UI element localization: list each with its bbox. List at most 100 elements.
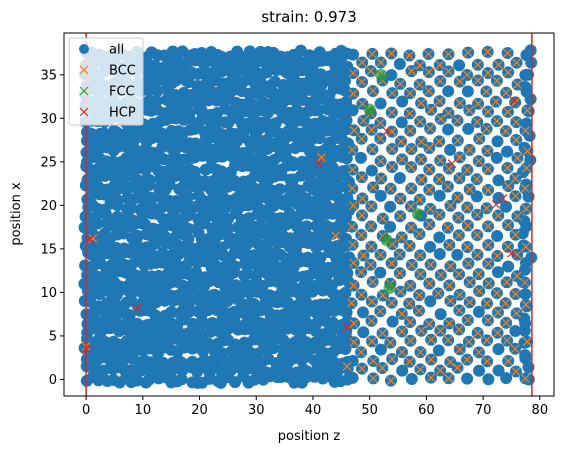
- atom-point: [384, 220, 397, 233]
- bcc-point: [357, 77, 367, 87]
- atom-point: [91, 217, 104, 230]
- bcc-point: [503, 242, 513, 252]
- atom-point: [340, 306, 353, 319]
- bcc-point: [435, 326, 445, 336]
- bcc-point: [406, 201, 416, 211]
- bcc-point: [444, 67, 453, 76]
- bcc-point: [367, 316, 376, 326]
- bcc-point: [415, 117, 425, 127]
- bcc-point: [347, 298, 356, 308]
- hcp-point: [314, 159, 324, 169]
- atom-point: [346, 371, 359, 384]
- bcc-point: [357, 193, 367, 203]
- bcc-point: [406, 184, 416, 193]
- series-bcc: [81, 47, 532, 386]
- bcc-point: [348, 201, 358, 210]
- atom-point: [157, 324, 170, 337]
- bcc-point: [521, 204, 531, 214]
- atom-point: [215, 127, 228, 140]
- bcc-point: [387, 108, 397, 117]
- atom-point: [228, 260, 241, 273]
- atom-point: [124, 181, 137, 194]
- bcc-point: [501, 126, 511, 136]
- bcc-point: [387, 298, 397, 308]
- fcc-point: [365, 105, 375, 115]
- bcc-point: [472, 117, 482, 127]
- bcc-point: [463, 221, 473, 230]
- legend-entry: all: [79, 43, 124, 58]
- hcp-point: [382, 126, 392, 136]
- plot-frame: [63, 32, 555, 397]
- bcc-point: [464, 337, 474, 347]
- atom-point: [492, 174, 505, 187]
- bcc-point: [482, 124, 492, 134]
- atom-point: [92, 180, 105, 193]
- atom-point: [111, 210, 124, 223]
- atom-point: [518, 324, 531, 337]
- atom-point: [500, 372, 513, 385]
- bcc-point: [375, 134, 385, 143]
- hcp-point: [509, 96, 519, 106]
- bcc-point: [378, 214, 388, 224]
- bcc-point: [484, 278, 494, 288]
- atom-point: [393, 57, 406, 70]
- bcc-point: [512, 271, 522, 281]
- atom-point: [509, 325, 522, 338]
- hcp-point: [132, 303, 142, 313]
- bcc-point: [463, 48, 473, 58]
- legend-marker: [79, 65, 89, 75]
- bcc-point: [386, 49, 396, 58]
- bcc-point: [405, 108, 415, 118]
- atom-point: [176, 45, 189, 58]
- bcc-point: [347, 184, 357, 193]
- atom-point: [150, 95, 163, 108]
- bcc-point: [347, 145, 357, 155]
- bcc-point: [443, 223, 453, 233]
- y-tick-label: 0: [49, 373, 57, 388]
- bcc-point: [503, 181, 513, 191]
- atom-point: [500, 200, 513, 213]
- y-tick-label: 15: [40, 242, 57, 257]
- legend-marker: [79, 86, 89, 96]
- atom-point: [492, 364, 505, 377]
- bcc-point: [378, 291, 388, 300]
- fcc-point: [382, 235, 392, 245]
- atom-point: [519, 349, 532, 362]
- bcc-point: [474, 134, 484, 144]
- x-tick-label: 50: [361, 403, 378, 418]
- bcc-point: [415, 80, 425, 90]
- legend-entry: FCC: [79, 85, 135, 100]
- atom-point: [442, 85, 455, 98]
- atom-point: [314, 251, 327, 264]
- atom-point: [143, 173, 156, 186]
- bcc-point: [511, 367, 521, 376]
- bcc-point: [464, 105, 474, 115]
- bcc-point: [455, 77, 465, 87]
- bcc-point: [375, 118, 385, 128]
- atom-point: [98, 127, 111, 140]
- atom-point: [491, 135, 504, 148]
- bcc-point: [492, 76, 502, 86]
- bcc-point: [359, 251, 368, 260]
- atom-point: [451, 248, 464, 261]
- bcc-point: [424, 219, 434, 229]
- y-tick-label: 35: [40, 68, 57, 83]
- bcc-point: [416, 326, 426, 336]
- atom-point: [123, 308, 136, 321]
- bcc-point: [481, 87, 491, 96]
- bcc-point: [424, 165, 434, 174]
- bcc-point: [357, 134, 367, 144]
- bcc-point: [483, 68, 493, 78]
- bcc-point: [522, 146, 532, 156]
- bcc-point: [396, 287, 405, 296]
- bcc-point: [453, 116, 462, 125]
- bcc-point: [368, 356, 378, 366]
- bcc-point: [387, 354, 397, 364]
- atom-point: [491, 266, 504, 279]
- atom-point: [492, 191, 505, 204]
- series-all: [78, 44, 538, 389]
- bcc-point: [397, 309, 407, 319]
- bcc-point: [512, 58, 521, 68]
- atom-point: [492, 343, 505, 356]
- bcc-point: [513, 80, 522, 89]
